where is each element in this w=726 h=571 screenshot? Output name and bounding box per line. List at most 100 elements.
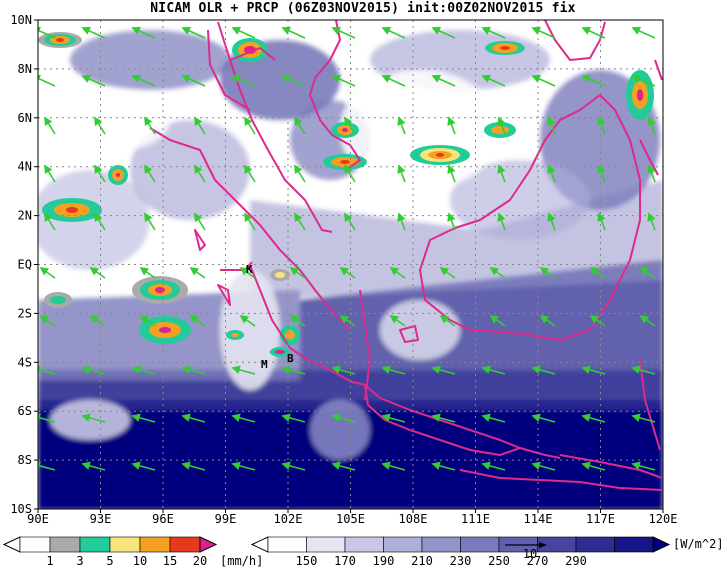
wind-arrow [81,74,106,87]
wind-arrow [631,74,656,87]
wind-arrow [44,116,56,135]
wind-arrow [339,314,356,327]
wind-arrow [431,461,456,471]
x-tick-label: 105E [336,512,365,526]
precip-legend-swatch [169,536,201,553]
wind-arrow [531,26,556,39]
wind-arrow [631,26,656,39]
wind-arrow [497,164,506,183]
olr-shading [38,30,663,509]
wind-arrow [531,461,556,471]
precip-legend: 1 3 5 10 15 20 [mm/h] [2,536,263,568]
precip-legend-swatch [19,536,51,553]
wind-arrow [647,116,656,135]
wind-arrow [144,164,156,183]
wind-arrow [144,212,156,231]
y-axis-ticks: 10N 8N 6N 4N 2N EQ 2S 4S 6S 8S 10S [10,13,38,516]
wind-arrow [294,164,306,183]
wind-arrow [231,74,256,87]
wind-arrow [231,365,256,375]
wind-arrow [281,365,306,375]
wind-arrow [481,74,506,87]
wind-arrow [331,413,356,423]
wind-arrow [194,116,206,135]
wind-arrow [381,74,406,87]
wind-arrow [581,74,606,87]
precip-legend-tick: 20 [193,554,207,568]
wind-arrow [597,212,606,231]
x-tick-label: 117E [586,512,615,526]
wind-arrow [547,116,556,135]
olr-legend-swatch [421,536,461,553]
wind-arrow [131,413,156,423]
wind-arrow [639,314,656,327]
vector-ref-arrowhead [539,542,547,548]
wind-arrow [281,461,306,471]
olr-legend: 150 170 190 210 230 250 270 290 10 [W/m^2] [250,536,724,568]
wind-arrow [181,74,206,87]
wind-arrow [239,266,256,279]
precip-legend-tick: 1 [46,554,53,568]
marker-m: M [261,358,268,371]
x-tick-label: 114E [524,512,553,526]
wind-arrow [581,461,606,471]
wind-arrow [397,116,406,135]
wind-arrow [389,266,406,279]
olr-legend-arrow-left [250,536,269,553]
precip-legend-tick: 5 [106,554,113,568]
wind-arrow [639,266,656,279]
y-tick-label: 8S [18,453,32,467]
x-tick-label: 90E [27,512,49,526]
wind-arrow [294,212,306,231]
wind-arrow [289,266,306,279]
wind-arrow [531,74,556,87]
wind-arrow [231,413,256,423]
wind-arrow [581,26,606,39]
y-tick-label: 2N [18,209,32,223]
olr-legend-swatch [460,536,500,553]
x-tick-label: 96E [152,512,174,526]
wind-arrow [431,74,456,87]
olr-legend-swatch [267,536,307,553]
precip-legend-tick: 3 [76,554,83,568]
wind-arrow [39,314,56,327]
marker-b: B [287,352,294,365]
wind-arrow [131,365,156,375]
wind-arrow [181,365,206,375]
y-tick-label: 10N [10,13,32,27]
precip-legend-swatch [139,536,171,553]
olr-legend-tick: 290 [565,554,587,568]
wind-arrow [189,266,206,279]
y-tick-label: 4N [18,160,32,174]
wind-arrow [597,116,606,135]
olr-legend-tick: 210 [411,554,433,568]
olr-legend-swatch [575,536,615,553]
olr-legend-swatch [344,536,384,553]
wind-arrow [539,266,556,279]
wind-arrow [531,413,556,423]
wind-arrow [81,365,106,375]
wind-arrow [447,116,456,135]
precip-legend-tick: 15 [163,554,177,568]
wind-arrow [481,461,506,471]
wind-arrow [339,266,356,279]
wind-arrow [389,314,406,327]
precip-legend-swatch [79,536,111,553]
wind-arrow [131,74,156,87]
olr-legend-swatch [306,536,346,553]
wind-arrow [131,461,156,471]
x-tick-label: 108E [399,512,428,526]
wind-arrow [294,116,306,135]
wind-arrow [144,116,156,135]
wind-arrow [181,26,206,39]
wind-arrow [447,212,456,231]
wind-arrow [647,164,656,183]
wind-arrow [631,365,656,375]
olr-legend-unit: [W/m^2] [673,537,724,551]
station-markers: K M B [246,263,294,371]
wind-arrow [539,314,556,327]
olr-legend-tick: 270 [527,554,549,568]
precip-legend-unit: [mm/h] [220,554,263,568]
x-tick-label: 93E [90,512,112,526]
wind-arrow [547,164,556,183]
